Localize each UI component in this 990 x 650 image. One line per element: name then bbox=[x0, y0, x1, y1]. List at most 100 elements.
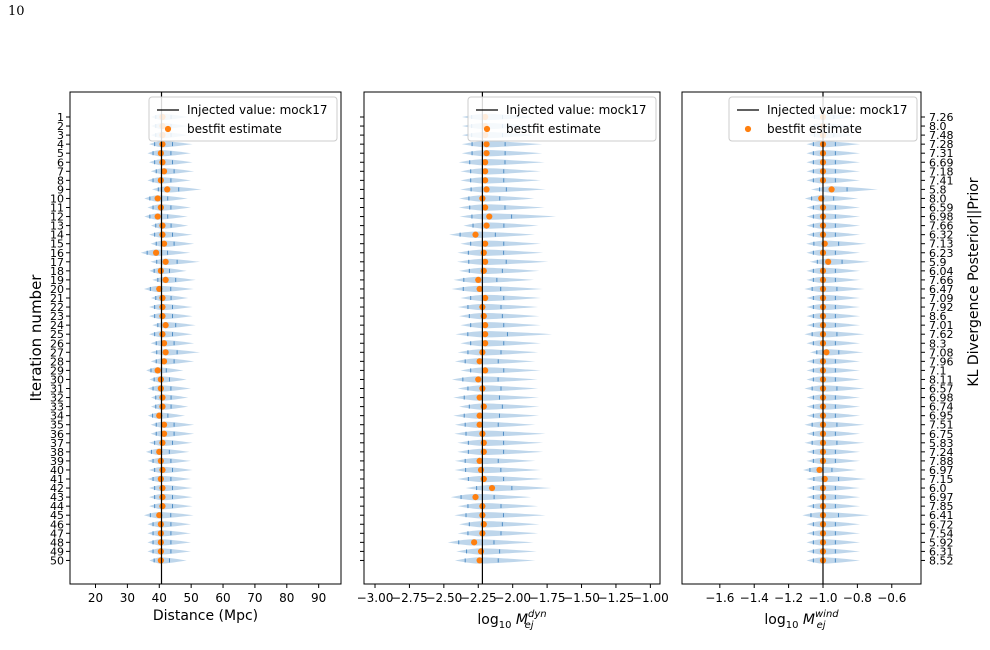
violin-iteration-8 bbox=[147, 177, 191, 184]
violin-iteration-40 bbox=[454, 466, 541, 474]
violin-iteration-17 bbox=[150, 258, 201, 265]
violin-iteration-47 bbox=[806, 530, 861, 537]
iteration-label-48: 48 bbox=[50, 536, 64, 549]
legend-injected-label-1: Injected value: mock17 bbox=[187, 103, 327, 117]
kl-value-26: 8.3 bbox=[929, 337, 947, 350]
legend-bestfit-label-1: bestfit estimate bbox=[187, 122, 282, 136]
violin-iteration-16 bbox=[806, 249, 861, 256]
violin-iteration-4 bbox=[806, 140, 861, 148]
legend-bestfit-swatch-2 bbox=[483, 125, 491, 133]
violin-iteration-31 bbox=[457, 385, 539, 392]
violin-iteration-21 bbox=[806, 294, 861, 302]
x-axis-label-1: Distance (Mpc) bbox=[153, 608, 258, 624]
bestfit-marker-19 bbox=[162, 276, 169, 283]
x-axis-label-3: log10 Mwind ej bbox=[764, 609, 839, 631]
violin-iteration-19 bbox=[806, 276, 861, 284]
kl-value-39: 7.88 bbox=[929, 455, 954, 468]
violin-iteration-49 bbox=[456, 548, 537, 555]
x-tick-label-2-4: −2.00 bbox=[494, 591, 531, 605]
bestfit-marker-33 bbox=[480, 403, 487, 410]
violin-iteration-8 bbox=[806, 177, 861, 184]
kl-value-29: 7.1 bbox=[929, 364, 947, 377]
bestfit-marker-28 bbox=[160, 358, 168, 365]
violin-iteration-33 bbox=[458, 403, 540, 410]
bestfit-marker-20 bbox=[476, 285, 483, 293]
iteration-label-30: 30 bbox=[50, 373, 64, 386]
bestfit-marker-42 bbox=[488, 484, 496, 492]
violin-iteration-22 bbox=[149, 303, 193, 311]
bestfit-marker-50 bbox=[157, 557, 164, 564]
violin-iteration-24 bbox=[152, 321, 196, 329]
kl-value-49: 6.31 bbox=[929, 545, 954, 558]
iteration-label-8: 8 bbox=[57, 174, 64, 187]
violin-iteration-31 bbox=[804, 385, 865, 392]
bestfit-marker-13 bbox=[159, 222, 166, 229]
iteration-label-15: 15 bbox=[50, 238, 64, 251]
violin-iteration-46 bbox=[458, 521, 540, 528]
violin-iteration-44 bbox=[806, 502, 861, 510]
bestfit-marker-12 bbox=[154, 213, 161, 220]
kl-value-48: 5.92 bbox=[929, 536, 954, 549]
kl-value-36: 6.75 bbox=[929, 428, 954, 441]
iteration-label-36: 36 bbox=[50, 428, 64, 441]
iteration-label-20: 20 bbox=[50, 283, 64, 296]
bestfit-marker-14 bbox=[472, 231, 479, 238]
bestfit-marker-43 bbox=[472, 494, 479, 501]
kl-value-8: 7.41 bbox=[929, 174, 954, 187]
bestfit-marker-15 bbox=[160, 240, 168, 247]
violin-iteration-31 bbox=[147, 385, 191, 392]
bestfit-marker-10 bbox=[154, 195, 161, 202]
bestfit-marker-9 bbox=[164, 186, 171, 193]
bestfit-marker-21 bbox=[482, 294, 489, 302]
x-tick-label-2-3: −2.25 bbox=[460, 591, 497, 605]
x-tick-label-2-7: −1.25 bbox=[598, 591, 635, 605]
kl-value-22: 7.92 bbox=[929, 301, 954, 314]
kl-value-21: 7.09 bbox=[929, 292, 954, 305]
bestfit-marker-18 bbox=[480, 267, 487, 274]
violin-iteration-23 bbox=[458, 312, 540, 320]
iteration-label-38: 38 bbox=[50, 446, 64, 459]
kl-value-42: 6.0 bbox=[929, 482, 947, 495]
iteration-label-9: 9 bbox=[57, 183, 64, 196]
bestfit-marker-7 bbox=[160, 168, 168, 175]
violin-iteration-23 bbox=[806, 312, 861, 320]
bestfit-marker-29 bbox=[482, 367, 489, 374]
bestfit-marker-4 bbox=[483, 141, 490, 148]
bestfit-marker-33 bbox=[159, 403, 166, 410]
bestfit-marker-47 bbox=[157, 530, 164, 537]
kl-value-46: 6.72 bbox=[929, 518, 954, 531]
kl-value-28: 7.96 bbox=[929, 355, 954, 368]
violin-iteration-13 bbox=[150, 222, 189, 229]
bestfit-marker-14 bbox=[159, 231, 166, 238]
kl-value-15: 7.13 bbox=[929, 238, 954, 251]
violin-iteration-42 bbox=[806, 484, 861, 492]
kl-value-19: 7.66 bbox=[929, 274, 954, 287]
bestfit-marker-15 bbox=[482, 240, 489, 247]
violin-iteration-37 bbox=[149, 439, 193, 446]
violin-iteration-6 bbox=[458, 159, 545, 166]
bestfit-marker-5 bbox=[483, 150, 490, 157]
bestfit-marker-43 bbox=[159, 494, 166, 501]
violin-iteration-36 bbox=[806, 430, 861, 437]
violin-iteration-11 bbox=[806, 204, 861, 211]
violin-iteration-21 bbox=[460, 294, 541, 302]
violin-iteration-18 bbox=[806, 267, 861, 275]
violin-iteration-42 bbox=[465, 484, 552, 492]
violin-iteration-45 bbox=[802, 512, 870, 519]
bestfit-marker-37 bbox=[480, 439, 487, 446]
violin-iteration-13 bbox=[463, 222, 539, 229]
violin-iteration-45 bbox=[143, 512, 194, 519]
bestfit-marker-25 bbox=[482, 331, 489, 338]
violin-iteration-16 bbox=[457, 249, 544, 256]
bestfit-marker-18 bbox=[157, 267, 164, 274]
legend-bestfit-swatch-3 bbox=[744, 125, 752, 133]
bestfit-marker-26 bbox=[482, 340, 489, 347]
iteration-label-21: 21 bbox=[50, 292, 64, 305]
violin-iteration-34 bbox=[453, 412, 540, 419]
bestfit-marker-37 bbox=[159, 439, 166, 446]
iteration-label-31: 31 bbox=[50, 383, 64, 396]
kl-value-11: 6.59 bbox=[929, 202, 954, 215]
iteration-label-25: 25 bbox=[50, 328, 64, 341]
kl-value-12: 6.98 bbox=[929, 211, 954, 224]
kl-value-37: 5.83 bbox=[929, 437, 954, 450]
